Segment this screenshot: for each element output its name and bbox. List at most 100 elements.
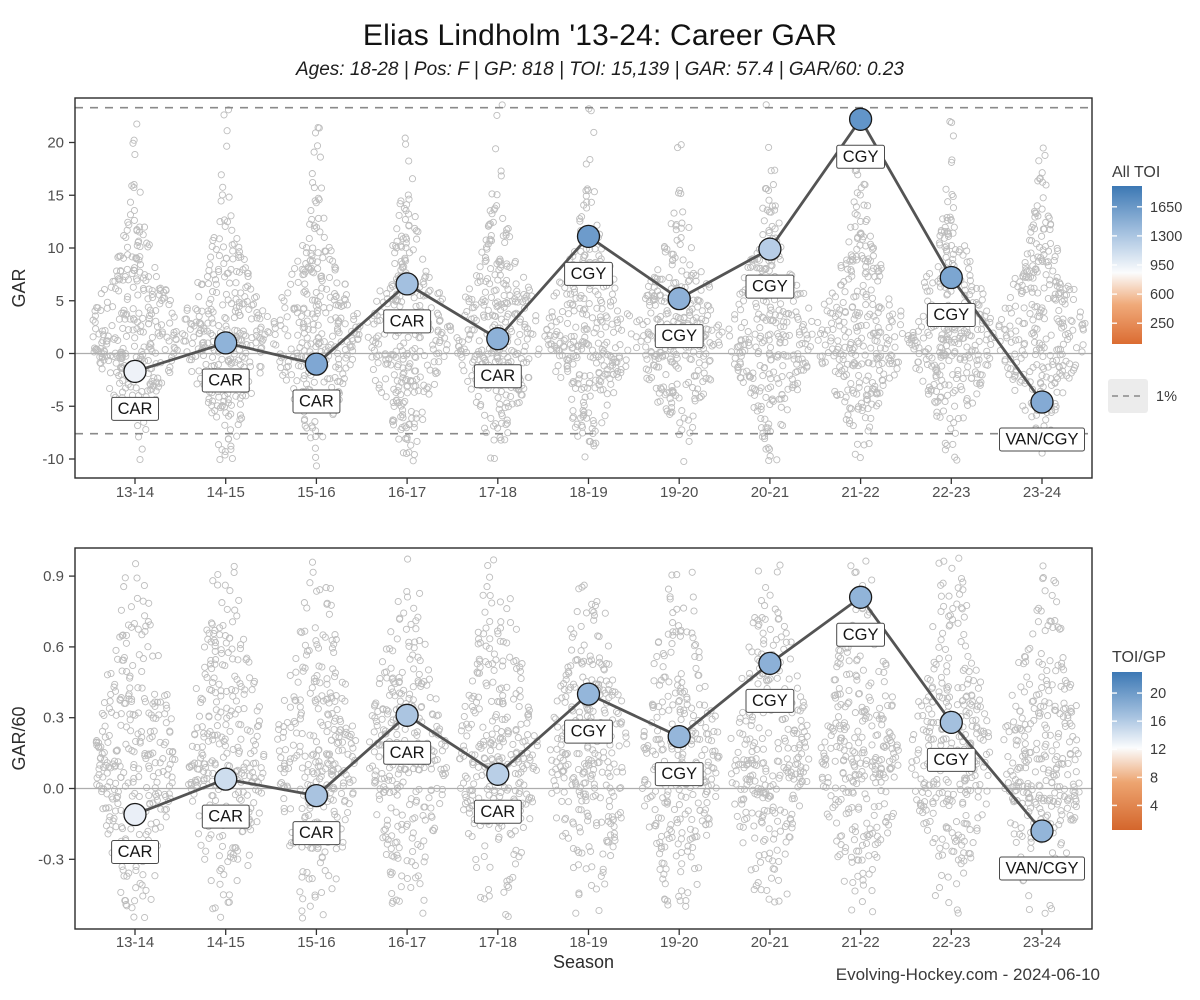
legend-title: All TOI (1112, 164, 1160, 181)
team-label-18-19: CGY (564, 719, 613, 744)
team-label-15-16: CAR (292, 821, 341, 846)
svg-text:CGY: CGY (843, 148, 879, 166)
data-point-23-24 (1030, 819, 1054, 843)
svg-text:CGY: CGY (933, 306, 969, 324)
svg-text:CGY: CGY (752, 278, 788, 296)
x-tick-label: 20-21 (751, 484, 789, 501)
svg-text:CAR: CAR (480, 367, 515, 385)
data-point-18-19 (576, 224, 601, 249)
team-label-16-17: CAR (383, 309, 432, 334)
team-label-22-23: CGY (926, 303, 976, 327)
legend-tick-label: 250 (1150, 316, 1174, 332)
legend-tick-label: 1300 (1150, 229, 1182, 245)
legend-tick-label: 20 (1150, 686, 1166, 702)
team-label-17-18: CAR (473, 799, 522, 824)
data-point-23-24 (1030, 390, 1054, 414)
team-label-20-21: CGY (745, 688, 795, 713)
svg-text:CAR: CAR (208, 371, 243, 389)
panel-gar-60: 0.9 0.6 0.3 0.0 -0.3 13-14 14-15 15-16 16-17 17-1… (9, 547, 1093, 951)
y-tick-label: -10 (42, 451, 64, 468)
svg-text:CAR: CAR (390, 312, 425, 330)
x-tick-label: 21-22 (841, 484, 879, 501)
panel-gar: 20 15 10 5 0 -5 -10 13-14 14-15 15-16 16-17 17-18 18… (9, 97, 1093, 501)
svg-text:CGY: CGY (661, 327, 697, 345)
data-point-14-15 (214, 331, 238, 355)
beeswarm-layer (92, 554, 1083, 922)
team-label-18-19: CGY (564, 261, 613, 286)
data-point-16-17 (395, 703, 419, 727)
team-label-22-23: CGY (926, 747, 976, 772)
x-tick-label: 16-17 (388, 934, 426, 951)
legend-tick-label: 600 (1150, 287, 1174, 303)
one-percent-key-label: 1% (1156, 389, 1177, 405)
data-point-17-18 (486, 327, 510, 351)
data-point-14-15 (214, 767, 238, 791)
team-label-23-24: VAN/CGY (999, 427, 1085, 452)
x-tick-label: 23-24 (1023, 484, 1061, 501)
legend-tick-label: 950 (1150, 258, 1174, 274)
x-tick-label: 23-24 (1023, 934, 1061, 951)
x-tick-label: 15-16 (297, 484, 335, 501)
legend-tick-label: 1650 (1150, 200, 1182, 216)
data-point-22-23 (939, 265, 963, 290)
legend-toi-gp: TOI/GP 20 16 12 8 4 (1112, 649, 1166, 830)
svg-text:CAR: CAR (299, 393, 334, 411)
x-tick-label: 17-18 (479, 934, 517, 951)
data-point-19-20 (667, 724, 691, 749)
data-point-22-23 (939, 710, 963, 735)
x-tick-label: 14-15 (207, 484, 245, 501)
x-tick-label: 13-14 (116, 484, 154, 501)
y-tick-label: 0.9 (43, 568, 64, 585)
y-axis-title: GAR/60 (9, 706, 29, 770)
y-tick-label: -5 (51, 398, 64, 415)
y-tick-label: 10 (47, 240, 64, 257)
panel-border (74, 547, 1093, 930)
x-tick-label: 18-19 (569, 934, 607, 951)
data-point-13-14 (123, 802, 147, 827)
y-tick-label: 0.6 (43, 639, 64, 656)
data-point-18-19 (576, 682, 601, 706)
data-point-19-20 (667, 286, 691, 311)
team-label-19-20: CGY (654, 324, 704, 349)
x-tick-label: 22-23 (932, 934, 970, 951)
x-tick-label: 21-22 (841, 934, 879, 951)
legend-tick-label: 16 (1150, 714, 1166, 730)
legend-one-percent-key: 1% (1108, 379, 1177, 413)
team-label-19-20: CGY (654, 762, 704, 787)
y-tick-label: 0 (56, 346, 64, 363)
legend-tick-label: 12 (1150, 742, 1166, 758)
legend-tick-label: 4 (1150, 798, 1158, 814)
data-point-13-14 (123, 359, 147, 384)
team-label-14-15: CAR (201, 368, 250, 393)
data-point-20-21 (758, 237, 782, 261)
panel-border (74, 97, 1093, 479)
x-tick-label: 14-15 (207, 934, 245, 951)
team-label-14-15: CAR (201, 804, 250, 829)
y-tick-label: 15 (47, 187, 64, 204)
svg-text:VAN/CGY: VAN/CGY (1005, 431, 1078, 449)
svg-text:CGY: CGY (571, 265, 607, 283)
data-point-21-22 (848, 107, 873, 131)
legend-colorbar (1112, 672, 1142, 830)
team-label-13-14: CAR (111, 840, 159, 864)
legend-title: TOI/GP (1112, 649, 1166, 666)
y-tick-label: 20 (47, 135, 64, 152)
x-tick-label: 16-17 (388, 484, 426, 501)
y-axis-title: GAR (9, 268, 29, 307)
data-point-15-16 (304, 352, 329, 376)
x-tick-label: 17-18 (479, 484, 517, 501)
x-tick-label: 19-20 (660, 934, 698, 951)
svg-text:CAR: CAR (118, 400, 153, 418)
legend-all toi: All TOI 1650 1300 950 600 250 (1112, 164, 1182, 344)
data-point-17-18 (486, 762, 510, 786)
team-label-17-18: CAR (473, 364, 522, 389)
y-tick-label: 0.3 (43, 710, 64, 727)
data-point-16-17 (395, 272, 419, 296)
x-tick-label: 18-19 (569, 484, 607, 501)
team-label-16-17: CAR (383, 740, 432, 765)
x-tick-label: 15-16 (297, 934, 335, 951)
chart-title: Elias Lindholm '13-24: Career GAR (362, 19, 838, 52)
team-label-23-24: VAN/CGY (999, 856, 1085, 881)
